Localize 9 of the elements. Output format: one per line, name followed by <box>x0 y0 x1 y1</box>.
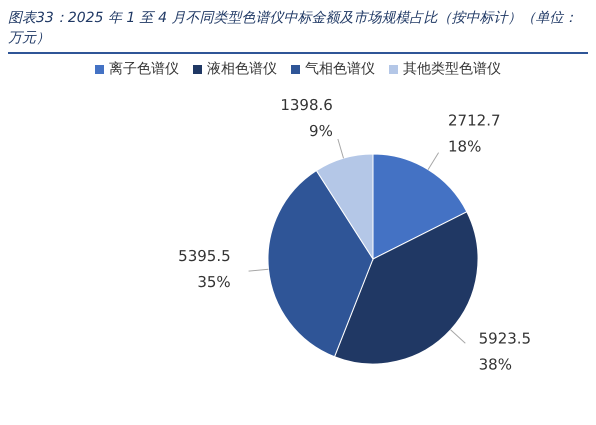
data-label: 5923.5 38% <box>478 329 532 374</box>
legend-label: 气相色谱仪 <box>304 60 375 78</box>
legend-label: 离子色谱仪 <box>108 60 179 78</box>
data-label: 5395.5 35% <box>178 246 231 291</box>
legend-label: 液相色谱仪 <box>206 60 277 78</box>
legend-label: 其他类型色谱仪 <box>402 60 501 78</box>
data-label: 1398.6 9% <box>280 96 333 140</box>
data-label: 2712.7 18% <box>448 111 501 156</box>
chart-title: 图表33：2025 年 1 至 4 月不同类型色谱仪中标金额及市场规模占比（按中标计）（单位：万元） <box>8 8 588 54</box>
